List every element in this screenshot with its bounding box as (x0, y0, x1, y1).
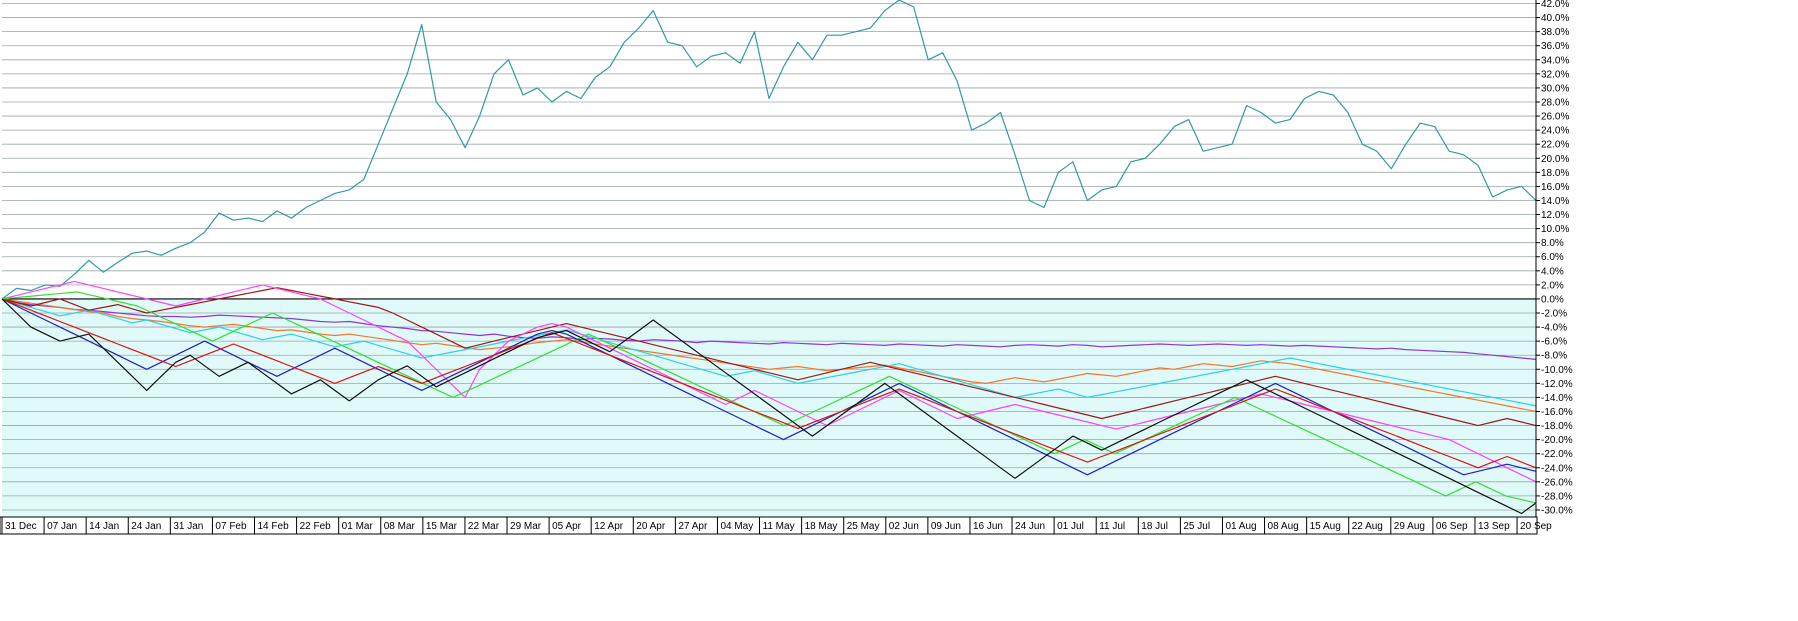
plot-background (2, 0, 1536, 517)
series-line-10 (1, 298, 1537, 515)
y-tick-label: 26.0% (1541, 112, 1569, 123)
x-tick-label: 29 Aug (1394, 521, 1425, 532)
series-line-8 (1, 298, 1537, 476)
x-tick-label: 31 Jan (173, 521, 203, 532)
y-tick-label: 20.0% (1541, 154, 1569, 165)
x-tick-label: 25 Jul (1183, 521, 1210, 532)
y-tick-label: -20.0% (1541, 435, 1573, 446)
series-line-5 (1, 287, 1537, 427)
x-tick-label: 18 Jul (1141, 521, 1168, 532)
series-line-1 (1, 0, 1537, 300)
y-tick-label: 10.0% (1541, 224, 1569, 235)
y-tick-label: 6.0% (1541, 252, 1564, 263)
x-tick-label: 15 Mar (426, 521, 458, 532)
x-tick-label: 05 Apr (552, 521, 582, 532)
x-tick-label: 22 Aug (1352, 521, 1383, 532)
y-tick-label: 42.0% (1541, 0, 1569, 10)
y-tick-label: -8.0% (1541, 351, 1567, 362)
x-tick-label: 27 Apr (678, 521, 708, 532)
y-tick-label: -22.0% (1541, 449, 1573, 460)
y-tick-label: 2.0% (1541, 280, 1564, 291)
y-tick-label: -28.0% (1541, 491, 1573, 502)
y-tick-label: 22.0% (1541, 140, 1569, 151)
x-tick-label: 11 May (763, 521, 795, 532)
x-tick-label: 16 Jun (973, 521, 1003, 532)
y-tick-label: 34.0% (1541, 55, 1569, 66)
y-tick-label: -24.0% (1541, 463, 1573, 474)
x-tick-label: 20 Sep (1520, 521, 1552, 532)
y-tick-label: 0.0% (1541, 294, 1564, 305)
y-tick-label: 4.0% (1541, 266, 1564, 277)
x-tick-label: 12 Apr (594, 521, 624, 532)
x-tick-label: 15 Aug (1310, 521, 1341, 532)
y-tick-label: -14.0% (1541, 393, 1573, 404)
x-tick-label: 20 Apr (636, 521, 666, 532)
x-tick-label: 07 Jan (47, 521, 77, 532)
series-line-4 (1, 298, 1537, 407)
y-tick-label: 14.0% (1541, 196, 1569, 207)
y-tick-label: 28.0% (1541, 97, 1569, 108)
negative-region-background (2, 298, 1536, 517)
y-axis: 42.0% 40.0% 38.0% 36.0% 34.0% 32.0% 30.0% 28.0%… (1535, 0, 1573, 517)
y-tick-label: -6.0% (1541, 337, 1567, 348)
positive-region-background (2, 0, 1536, 299)
x-tick-label: 24 Jun (1015, 521, 1045, 532)
series-line-6 (1, 280, 1537, 483)
x-tick-label: 31 Dec (5, 521, 37, 532)
x-tick-label: 09 Jun (931, 521, 961, 532)
x-tick-label: 18 May (805, 521, 838, 532)
series-lines (1, 0, 1537, 515)
y-tick-label: -4.0% (1541, 323, 1567, 334)
y-tick-label: -16.0% (1541, 407, 1573, 418)
y-tick-label: 16.0% (1541, 182, 1569, 193)
x-tick-label: 13 Sep (1478, 521, 1510, 532)
series-line-3 (1, 298, 1537, 413)
x-tick-label: 07 Feb (215, 521, 247, 532)
x-tick-label: 14 Feb (258, 521, 290, 532)
x-tick-label: 01 Jul (1057, 521, 1084, 532)
x-tick-label: 01 Aug (1225, 521, 1256, 532)
y-tick-label: -26.0% (1541, 477, 1573, 488)
x-tick-label: 29 Mar (510, 521, 542, 532)
y-tick-label: 40.0% (1541, 13, 1569, 24)
y-tick-label: 8.0% (1541, 238, 1564, 249)
y-tick-label: -10.0% (1541, 365, 1573, 376)
series-line-2 (1, 298, 1537, 360)
x-axis-band (0, 516, 1538, 535)
x-tick-label: 08 Mar (384, 521, 416, 532)
x-tick-label: 22 Mar (468, 521, 500, 532)
x-tick-label: 14 Jan (89, 521, 119, 532)
x-tick-label: 06 Sep (1436, 521, 1468, 532)
x-tick-label: 24 Jan (131, 521, 161, 532)
x-axis: 31 Dec 07 Jan 14 Jan 24 Jan 31 Jan 07 Feb 14 F… (0, 516, 1552, 535)
series-line-9 (1, 298, 1537, 469)
x-tick-label: 08 Aug (1268, 521, 1299, 532)
y-tick-label: 18.0% (1541, 168, 1569, 179)
x-tick-label: 22 Feb (300, 521, 332, 532)
gridlines (2, 3, 1536, 511)
x-tick-label: 02 Jun (889, 521, 919, 532)
x-tick-label: 04 May (720, 521, 753, 532)
x-tick-label: 25 May (847, 521, 880, 532)
y-tick-label: -2.0% (1541, 309, 1567, 320)
y-tick-label: 32.0% (1541, 69, 1569, 80)
y-tick-label: -30.0% (1541, 505, 1573, 516)
y-tick-label: -12.0% (1541, 379, 1573, 390)
y-tick-label: 12.0% (1541, 210, 1569, 221)
y-tick-label: 24.0% (1541, 126, 1569, 137)
x-tick-label: 01 Mar (342, 521, 374, 532)
y-tick-label: 30.0% (1541, 83, 1569, 94)
x-tick-label: 11 Jul (1099, 521, 1125, 532)
y-tick-label: 36.0% (1541, 41, 1569, 52)
series-line-7 (1, 291, 1537, 504)
y-tick-label: -18.0% (1541, 421, 1573, 432)
y-tick-label: 38.0% (1541, 27, 1569, 38)
